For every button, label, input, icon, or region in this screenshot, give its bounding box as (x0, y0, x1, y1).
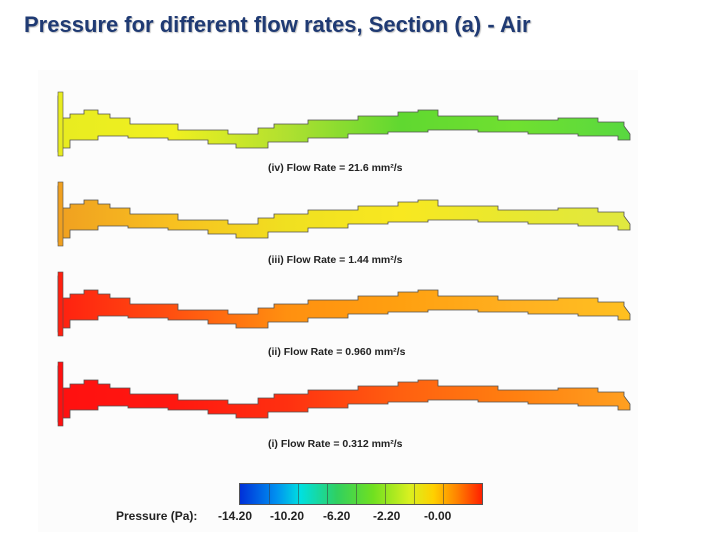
channel-inlet-3 (57, 271, 64, 337)
channel-inlet-1 (57, 91, 64, 157)
channel-1 (57, 95, 631, 153)
simulation-figure (38, 70, 638, 532)
flow-rate-caption-3: (ii) Flow Rate = 0.960 mm²/s (268, 346, 406, 358)
channel-inlet-4 (57, 361, 64, 427)
flow-rate-caption-2: (iii) Flow Rate = 1.44 mm²/s (268, 254, 403, 266)
legend-tick-2: -10.20 (270, 509, 305, 523)
channel-4 (57, 365, 631, 423)
channel-plots (57, 91, 631, 427)
channel-2 (57, 185, 631, 243)
legend-tick-3: -6.20 (323, 509, 351, 523)
legend-tick-4: -2.20 (373, 509, 401, 523)
channel-inlet-2 (57, 181, 64, 247)
legend-tick-5: -0.00 (424, 509, 452, 523)
legend-tick-1: -14.20 (218, 509, 253, 523)
pressure-colorbar (239, 483, 483, 505)
channel-3 (57, 275, 631, 333)
flow-rate-caption-1: (iv) Flow Rate = 21.6 mm²/s (268, 162, 403, 174)
slide-title: Pressure for different flow rates, Secti… (24, 12, 531, 37)
flow-rate-caption-4: (i) Flow Rate = 0.312 mm²/s (268, 438, 403, 450)
legend-label: Pressure (Pa): (116, 509, 198, 523)
